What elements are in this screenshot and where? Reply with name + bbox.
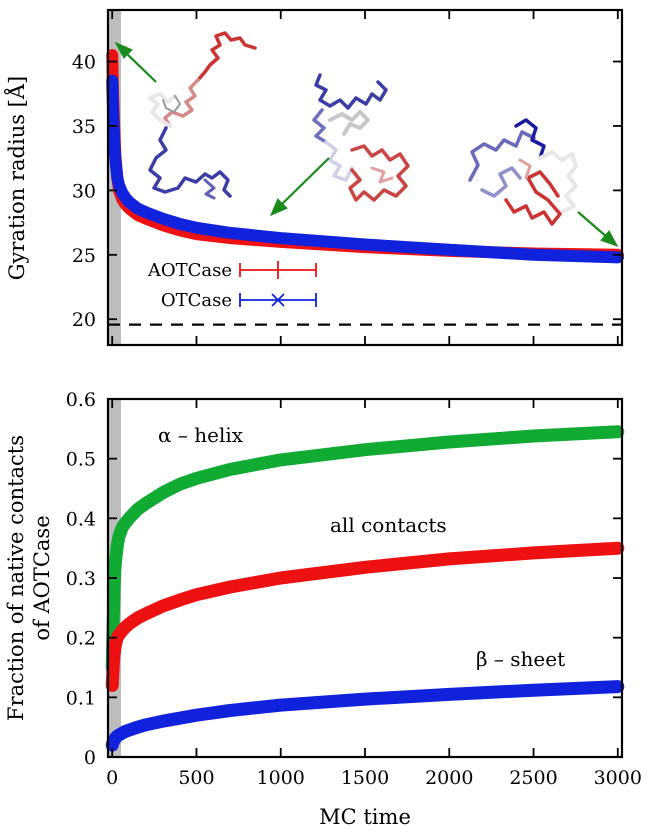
arrow-2	[279, 157, 330, 207]
top-series-otcase	[106, 74, 624, 264]
protein-structure-unfolded	[148, 31, 257, 200]
arrow-3-head	[600, 230, 619, 247]
bottom-ytick-label-0-1: 0.1	[66, 687, 96, 709]
bottom-ytick-label-0-5: 0.5	[66, 449, 96, 471]
legend-label-aotcase: AOTCase	[147, 260, 232, 281]
bottom-ytick-label-0-3: 0.3	[66, 568, 96, 590]
top-ytick-label-25: 25	[72, 245, 96, 267]
bottom-ytick-label-0-6: 0.6	[66, 389, 96, 411]
bottom-axes: 0 0.1 0.2 0.3 0.4 0.5 0.6 0 500 1000 1500 2000 2500 3…	[66, 389, 642, 789]
bottom-series-sheet	[105, 680, 625, 752]
xtick-label-0: 0	[106, 767, 118, 789]
arrows-group	[114, 41, 619, 247]
top-ytick-label-40: 40	[72, 52, 96, 74]
bottom-series-helix	[105, 425, 625, 674]
bottom-ytick-label-0-2: 0.2	[66, 628, 96, 650]
protein-structure-intermediate	[312, 73, 410, 202]
top-ytick-label-35: 35	[72, 116, 96, 138]
xtick-label-1500: 1500	[341, 767, 389, 789]
bottom-ytick-label-0: 0	[84, 747, 96, 769]
bottom-ytick-label-0-4: 0.4	[66, 508, 96, 530]
arrow-1-head	[114, 41, 133, 59]
xtick-label-2500: 2500	[509, 767, 557, 789]
arrow-2-head	[269, 198, 288, 217]
top-y-axis-label: Gyration radius [Å]	[4, 76, 29, 280]
annotation-all-contacts: all contacts	[330, 513, 447, 537]
bottom-y-axis-label-line1: Fraction of native contacts	[4, 435, 28, 721]
native-contacts-panel: α – helix all contacts β – sheet 0 0.1 0.2…	[4, 389, 642, 829]
xtick-label-500: 500	[178, 767, 214, 789]
xtick-label-2000: 2000	[425, 767, 473, 789]
xtick-label-1000: 1000	[257, 767, 305, 789]
legend-swatch-otcase	[239, 293, 317, 307]
arrow-1	[124, 51, 157, 83]
bottom-series-all-contacts	[105, 541, 625, 692]
top-axes: 20 25 30 35 40	[72, 10, 622, 345]
legend-swatch-aotcase	[239, 261, 317, 279]
top-ytick-label-30: 30	[72, 180, 96, 202]
legend: AOTCase OTCase	[147, 260, 317, 311]
xtick-label-3000: 3000	[594, 767, 642, 789]
protein-structure-compact	[468, 118, 578, 226]
bottom-y-axis-label-line2: of AOTCase	[30, 515, 54, 640]
arrow-3	[577, 211, 609, 239]
x-axis-label: MC time	[319, 805, 411, 829]
top-ytick-label-20: 20	[72, 309, 96, 331]
annotation-beta-sheet: β – sheet	[476, 647, 565, 671]
bottom-series-group	[105, 425, 625, 752]
legend-label-otcase: OTCase	[161, 290, 232, 311]
annotation-alpha-helix: α – helix	[158, 423, 244, 447]
gyration-radius-panel: AOTCase OTCase 20 25 30 35 40 Gyration radiu…	[4, 8, 624, 347]
